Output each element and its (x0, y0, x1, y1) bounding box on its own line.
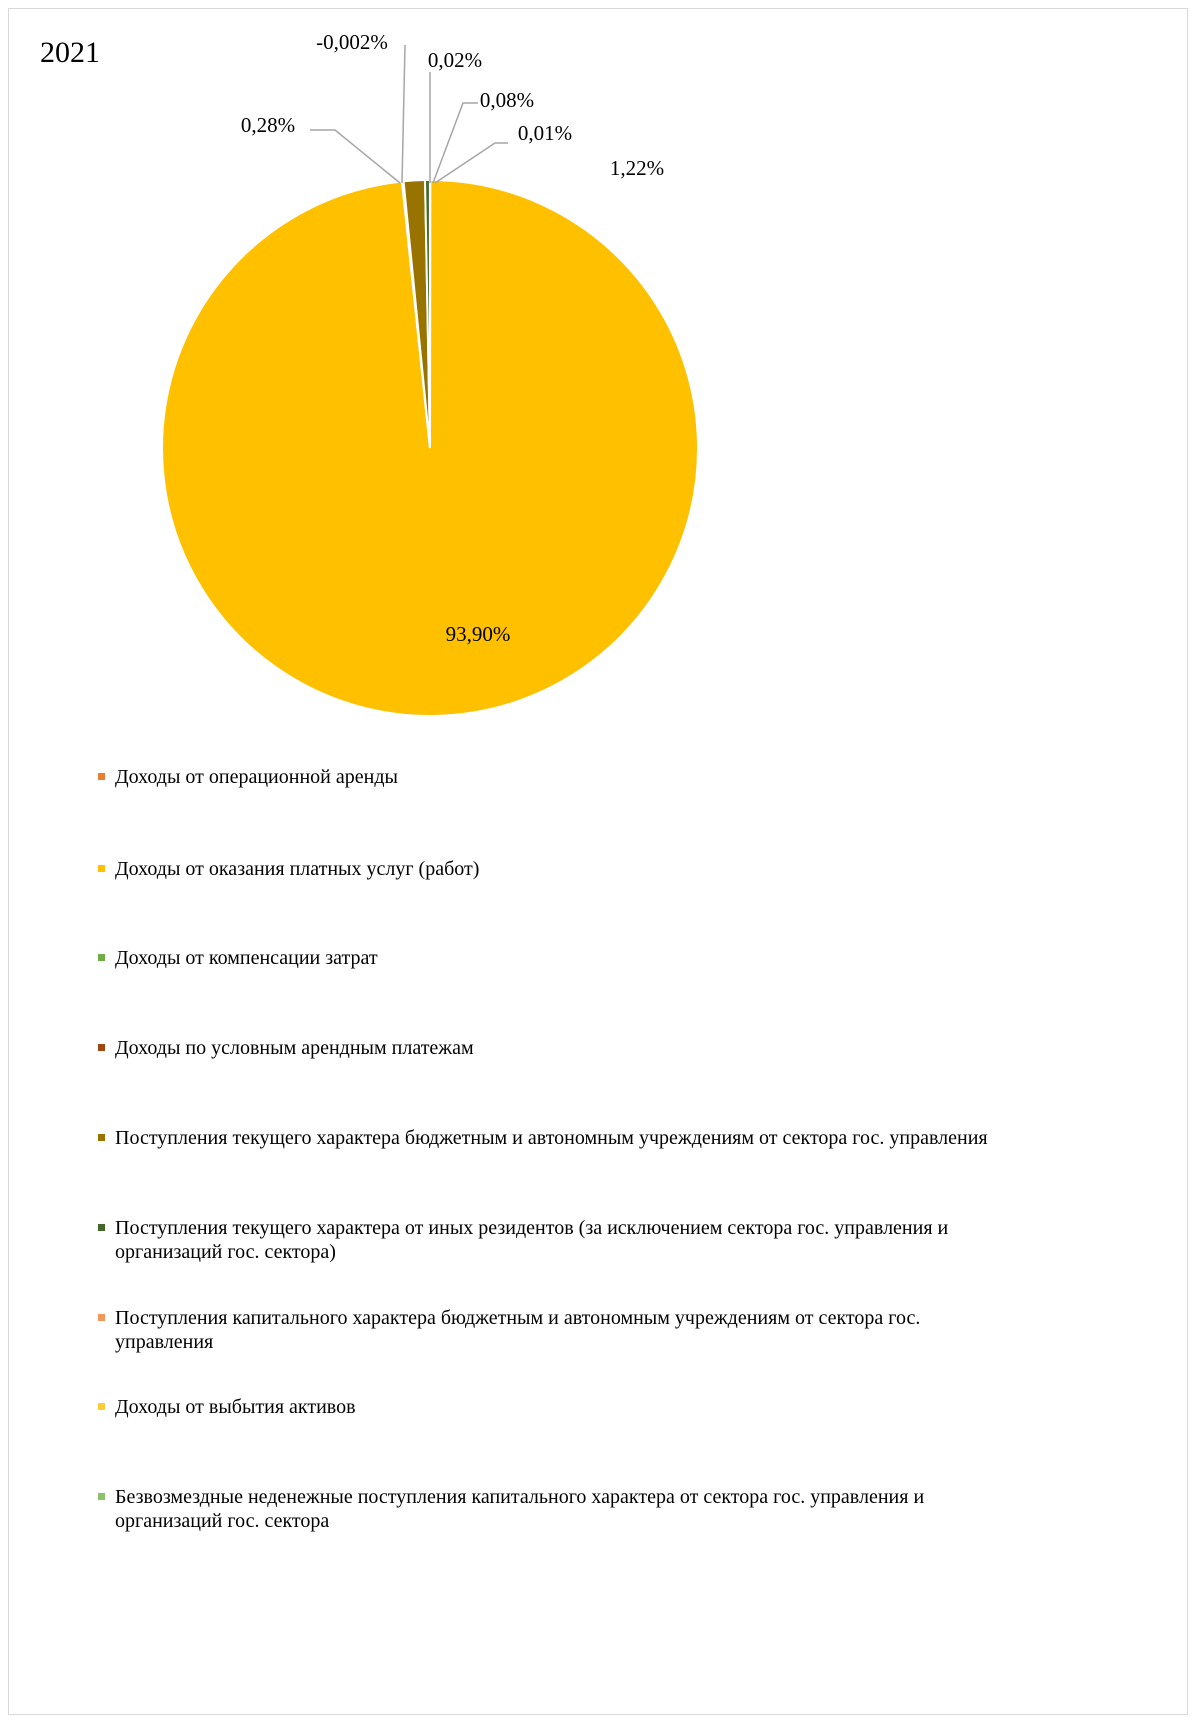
legend-label: Доходы от компенсации затрат (115, 947, 378, 969)
legend-item: Поступления капитального характера бюдже… (98, 1306, 1015, 1354)
data-label: 0,08% (480, 88, 534, 112)
legend-swatch (98, 1403, 105, 1410)
legend-item: Доходы от выбытия активов (98, 1395, 1015, 1419)
data-label: 93,90% (446, 622, 511, 646)
legend-swatch (98, 865, 105, 872)
legend-label: Доходы по условным арендным платежам (115, 1037, 474, 1059)
legend-item: Доходы от компенсации затрат (98, 946, 1015, 970)
data-label: -0,002% (316, 30, 388, 54)
legend-item: Доходы от оказания платных услуг (работ) (98, 857, 1015, 881)
legend-item: Безвозмездные неденежные поступления кап… (98, 1485, 1015, 1533)
legend-swatch (98, 1314, 105, 1321)
legend-label: Поступления капитального характера бюдже… (115, 1307, 921, 1353)
leader-line (432, 102, 478, 184)
legend-label: Доходы от оказания платных услуг (работ) (115, 858, 480, 880)
legend-label: Доходы от операционной аренды (115, 766, 398, 788)
data-label: 0,02% (428, 48, 482, 72)
legend-label: Доходы от выбытия активов (115, 1396, 356, 1418)
leader-line (401, 44, 406, 184)
legend-label: Поступления текущего характера бюджетным… (115, 1127, 988, 1149)
chart-frame (8, 8, 1188, 1715)
chart-title: 2021 (40, 36, 100, 69)
data-label: 0,28% (241, 113, 295, 137)
legend-swatch (98, 954, 105, 961)
legend-swatch (98, 773, 105, 780)
legend-item: Поступления текущего характера от иных р… (98, 1216, 1015, 1264)
legend-item: Доходы по условным арендным платежам (98, 1036, 1015, 1060)
legend-swatch (98, 1493, 105, 1500)
data-label: 1,22% (610, 156, 664, 180)
leader-line (310, 129, 401, 184)
legend-item: Поступления текущего характера бюджетным… (98, 1126, 1015, 1150)
legend-swatch (98, 1134, 105, 1141)
legend-label: Безвозмездные неденежные поступления кап… (115, 1486, 925, 1532)
data-label: 0,01% (518, 121, 572, 145)
legend-item: Доходы от операционной аренды (98, 765, 1015, 789)
legend-swatch (98, 1224, 105, 1231)
leader-line (434, 142, 508, 184)
chart: 2021 0,02% 93,90% 0,08% 0,01% 1,22% 0,28% -0,0… (40, 30, 699, 717)
legend-label: Поступления текущего характера от иных р… (115, 1217, 949, 1263)
legend-swatch (98, 1044, 105, 1051)
leader-lines (310, 44, 508, 184)
